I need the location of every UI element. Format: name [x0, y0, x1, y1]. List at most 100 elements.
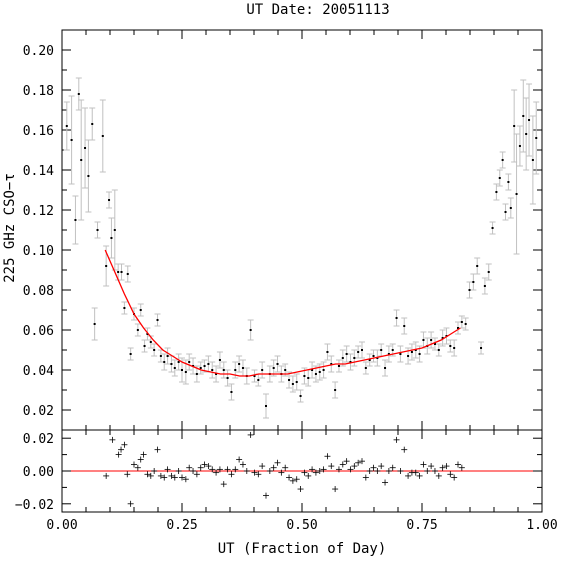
data-point	[87, 175, 90, 177]
data-point	[472, 281, 475, 283]
top-y-tick-labels: 0.02 0.04 0.06 0.08 0.10 0.12 0.14 0.16 0.18 0.20	[23, 44, 54, 419]
data-point	[437, 349, 440, 351]
data-point	[303, 375, 306, 377]
data-point	[163, 361, 166, 363]
data-point	[70, 139, 73, 141]
data-point	[357, 351, 360, 353]
data-point	[399, 353, 402, 355]
data-point	[522, 115, 525, 117]
data-point	[195, 373, 198, 375]
data-point	[330, 363, 333, 365]
data-point	[345, 353, 348, 355]
data-point	[518, 145, 521, 147]
data-point	[113, 229, 116, 231]
data-point	[509, 207, 512, 209]
data-point	[318, 371, 321, 373]
data-point	[430, 339, 433, 341]
data-point	[188, 361, 191, 363]
data-point	[129, 353, 132, 355]
data-point	[215, 373, 218, 375]
data-point	[234, 369, 237, 371]
data-point	[391, 349, 394, 351]
data-point	[105, 265, 108, 267]
data-point	[126, 273, 129, 275]
data-point	[515, 193, 518, 195]
data-point	[291, 383, 294, 385]
data-point	[372, 355, 375, 357]
data-point	[230, 391, 233, 393]
data-point	[414, 349, 417, 351]
data-point	[395, 317, 398, 319]
residual-panel: −0.02 0.00 0.02 0.00 0.25 0.50 0.75 1.00 UT (F…	[15, 429, 558, 557]
data-point	[276, 363, 279, 365]
data-point	[84, 147, 87, 149]
residual-y-tick-label: 0.00	[23, 465, 54, 480]
y-tick-label: 0.14	[23, 164, 54, 179]
data-point	[284, 369, 287, 371]
data-point	[449, 345, 452, 347]
data-point	[337, 365, 340, 367]
data-point	[261, 369, 264, 371]
data-point	[143, 345, 146, 347]
data-point	[96, 229, 99, 231]
data-point	[410, 351, 413, 353]
data-point	[241, 367, 244, 369]
data-point	[525, 133, 528, 135]
data-point	[74, 219, 77, 221]
data-point	[149, 341, 152, 343]
y-tick-label: 0.08	[23, 284, 54, 299]
data-point	[170, 363, 173, 365]
residual-y-tick-labels: −0.02 0.00 0.02	[15, 432, 54, 513]
data-point	[249, 329, 252, 331]
data-point	[207, 363, 210, 365]
data-point	[480, 347, 483, 349]
x-tick-label: 1.00	[526, 518, 557, 533]
data-point	[384, 367, 387, 369]
data-point	[181, 369, 183, 371]
data-point	[531, 159, 534, 161]
data-point	[361, 349, 363, 351]
data-point	[453, 347, 456, 349]
data-point	[380, 349, 383, 351]
y-tick-label: 0.18	[23, 84, 54, 99]
data-point	[495, 191, 498, 193]
data-point	[265, 405, 267, 407]
data-point	[272, 367, 275, 369]
data-point	[166, 355, 169, 357]
data-point	[507, 181, 510, 183]
x-tick-labels: 0.00 0.25 0.50 0.75 1.00	[46, 518, 557, 533]
data-point	[535, 137, 538, 139]
data-point	[177, 361, 180, 363]
data-point	[322, 369, 325, 371]
data-point	[117, 271, 120, 273]
data-point	[226, 377, 229, 379]
data-point	[349, 361, 352, 363]
data-point	[326, 351, 329, 353]
data-point	[80, 159, 83, 161]
data-point	[487, 271, 490, 273]
data-point	[501, 159, 504, 161]
data-point	[120, 271, 123, 273]
data-point	[307, 377, 310, 379]
data-point	[153, 349, 156, 351]
data-point	[368, 359, 371, 361]
y-tick-label: 0.02	[23, 404, 54, 419]
data-point	[418, 353, 421, 355]
data-point	[257, 379, 260, 381]
data-point	[407, 355, 410, 357]
top-axis-ticks	[61, 29, 543, 431]
data-point	[156, 319, 159, 321]
error-bars	[63, 77, 540, 419]
data-point	[110, 237, 113, 239]
data-point	[353, 357, 356, 359]
residual-points	[103, 431, 465, 507]
x-tick-label: 0.50	[286, 518, 317, 533]
chart-title: UT Date: 20051113	[246, 2, 389, 18]
data-point	[468, 289, 471, 291]
x-tick-label: 0.75	[406, 518, 437, 533]
data-point	[464, 323, 467, 325]
data-point	[403, 325, 406, 327]
y-tick-label: 0.12	[23, 204, 54, 219]
data-point	[253, 375, 256, 377]
data-point	[91, 123, 94, 125]
